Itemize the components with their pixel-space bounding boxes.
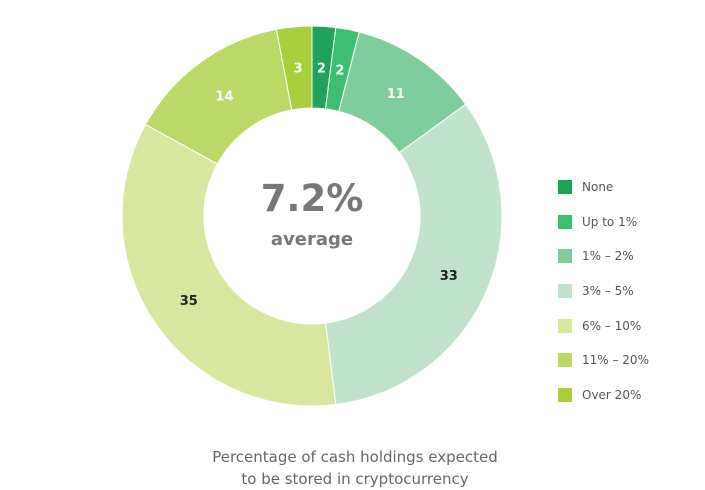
- legend-swatch: [558, 180, 572, 195]
- legend-swatch: [558, 214, 572, 229]
- legend-label: 3% – 5%: [582, 284, 634, 299]
- legend-item-3-5: 3% – 5%: [558, 274, 649, 309]
- legend-item-over-20: Over 20%: [558, 378, 649, 413]
- donut-slice: [275, 25, 313, 111]
- legend-item-1-2: 1% – 2%: [558, 239, 649, 274]
- legend-label: 6% – 10%: [582, 318, 642, 333]
- legend-label: Up to 1%: [582, 214, 638, 229]
- donut-slices: [121, 25, 503, 407]
- slice-value-label: 11: [387, 87, 405, 102]
- slice-value-label: 14: [215, 89, 233, 104]
- legend-item-none: None: [558, 170, 649, 205]
- slice-value-label: 2: [335, 64, 344, 79]
- legend-item-6-10: 6% – 10%: [558, 308, 649, 343]
- slice-value-label: 2: [317, 61, 326, 76]
- legend-swatch: [558, 249, 572, 264]
- caption-line-2: to be stored in cryptocurrency: [241, 470, 469, 488]
- center-value: 7.2%: [261, 177, 364, 220]
- slice-value-label: 35: [180, 294, 198, 309]
- donut-slice: [121, 123, 337, 407]
- legend-item-11-20: 11% – 20%: [558, 343, 649, 378]
- legend: None Up to 1% 1% – 2% 3% – 5% 6% – 10% 1…: [558, 170, 649, 412]
- legend-swatch: [558, 387, 572, 402]
- center-label: average: [271, 229, 353, 250]
- legend-item-up-to-1: Up to 1%: [558, 205, 649, 240]
- legend-swatch: [558, 353, 572, 368]
- legend-label: Over 20%: [582, 387, 642, 402]
- slice-value-label: 33: [440, 269, 458, 284]
- legend-label: 1% – 2%: [582, 249, 634, 264]
- legend-swatch: [558, 284, 572, 299]
- caption-line-1: Percentage of cash holdings expected: [212, 448, 498, 466]
- donut-slice: [324, 103, 503, 406]
- legend-swatch: [558, 318, 572, 333]
- legend-label: 11% – 20%: [582, 353, 649, 368]
- legend-label: None: [582, 180, 614, 195]
- donut-slice-labels: 2 2 11 33 35 14 3: [180, 61, 458, 308]
- chart-caption: Percentage of cash holdings expected to …: [210, 446, 500, 490]
- slice-value-label: 3: [293, 62, 302, 77]
